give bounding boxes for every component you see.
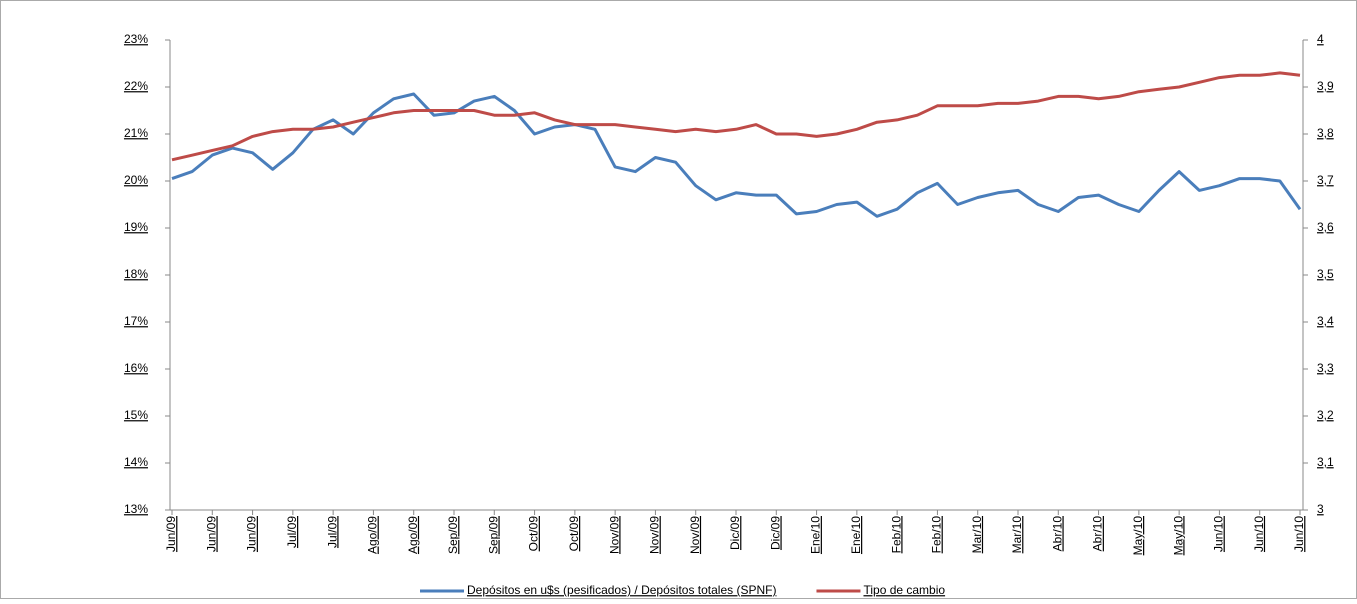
y2-tick-label: 3,2 (1317, 408, 1334, 422)
x-tick-label: Abr/10 (1050, 516, 1064, 552)
y-tick-label: 18% (124, 267, 148, 281)
y-tick-label: 14% (124, 455, 148, 469)
x-tick-label: Mar/10 (1010, 516, 1024, 554)
y2-tick-label: 3,5 (1317, 267, 1334, 281)
y-tick-label: 19% (124, 220, 148, 234)
y-tick-label: 13% (124, 502, 148, 516)
y-tick-label: 22% (124, 79, 148, 93)
x-tick-label: Dic/09 (768, 516, 782, 550)
series-line (171, 71, 1301, 162)
x-tick-label: Nov/09 (607, 516, 621, 554)
y2-tick-label: 3,4 (1317, 314, 1334, 328)
legend-label: Depósitos en u$s (pesificados) / Depósit… (467, 583, 776, 597)
y-tick-label: 23% (124, 32, 148, 46)
x-tick-label: Mar/10 (970, 516, 984, 554)
x-tick-label: Sep/09 (446, 516, 460, 554)
x-tick-label: Jun/09 (204, 516, 218, 552)
y2-tick-label: 3,7 (1317, 173, 1334, 187)
y2-tick-label: 3,9 (1317, 79, 1334, 93)
legend-label: Tipo de cambio (863, 583, 945, 597)
x-tick-label: Feb/10 (889, 516, 903, 554)
x-tick-label: Jun/10 (1252, 516, 1266, 552)
x-tick-label: Sep/09 (486, 516, 500, 554)
x-tick-label: Jul/09 (325, 516, 339, 548)
x-tick-label: Ago/09 (406, 516, 420, 554)
y2-tick-label: 4 (1317, 32, 1324, 46)
x-tick-label: Jun/09 (245, 516, 259, 552)
y2-tick-label: 3,3 (1317, 361, 1334, 375)
x-tick-label: Jun/09 (164, 516, 178, 552)
x-tick-label: Oct/09 (527, 516, 541, 552)
x-tick-label: Ene/10 (849, 516, 863, 554)
y2-tick-label: 3,6 (1317, 220, 1334, 234)
x-tick-label: Ene/10 (809, 516, 823, 554)
y-tick-label: 16% (124, 361, 148, 375)
x-tick-label: Feb/10 (930, 516, 944, 554)
x-tick-label: Oct/09 (567, 516, 581, 552)
y-tick-label: 21% (124, 126, 148, 140)
y2-tick-label: 3 (1317, 502, 1324, 516)
x-tick-label: Ago/09 (366, 516, 380, 554)
x-tick-label: Abr/10 (1091, 516, 1105, 552)
y2-tick-label: 3,1 (1317, 455, 1334, 469)
y-tick-label: 17% (124, 314, 148, 328)
x-tick-label: Jul/09 (285, 516, 299, 548)
x-tick-label: Jun/10 (1292, 516, 1306, 552)
x-tick-label: Nov/09 (648, 516, 662, 554)
series-line (171, 92, 1302, 218)
y2-tick-label: 3,8 (1317, 126, 1334, 140)
x-tick-label: Dic/09 (728, 516, 742, 550)
x-tick-label: Jun/10 (1212, 516, 1226, 552)
y-tick-label: 20% (124, 173, 148, 187)
x-tick-label: Nov/09 (688, 516, 702, 554)
y-tick-label: 15% (124, 408, 148, 422)
x-tick-label: May/10 (1131, 516, 1145, 556)
x-tick-label: May/10 (1171, 516, 1185, 556)
